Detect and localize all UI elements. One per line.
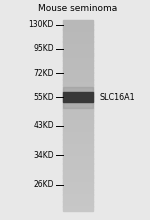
- Bar: [63, 199, 93, 202]
- Bar: [63, 154, 93, 156]
- Bar: [63, 194, 93, 197]
- Bar: [63, 113, 93, 116]
- Bar: [63, 20, 93, 22]
- Bar: [63, 180, 93, 183]
- Bar: [63, 209, 93, 211]
- Bar: [63, 170, 93, 173]
- Bar: [63, 185, 93, 187]
- Bar: [63, 146, 93, 149]
- Bar: [63, 204, 93, 207]
- Bar: [63, 22, 93, 25]
- Bar: [63, 91, 93, 94]
- Bar: [63, 139, 93, 142]
- Bar: [63, 75, 93, 77]
- Bar: [63, 192, 93, 195]
- Bar: [63, 79, 93, 82]
- Bar: [63, 175, 93, 178]
- Bar: [63, 151, 93, 154]
- Bar: [63, 178, 93, 180]
- Bar: [63, 127, 93, 130]
- Bar: [63, 87, 93, 108]
- Bar: [63, 156, 93, 159]
- Text: 26KD: 26KD: [33, 180, 54, 189]
- Bar: [63, 206, 93, 209]
- Bar: [63, 99, 93, 101]
- Bar: [63, 39, 93, 42]
- Bar: [63, 84, 93, 87]
- Bar: [63, 36, 93, 39]
- Text: 55KD: 55KD: [33, 93, 54, 102]
- Bar: [63, 41, 93, 44]
- Text: 95KD: 95KD: [33, 44, 54, 53]
- Bar: [63, 106, 93, 108]
- Bar: [63, 158, 93, 161]
- Bar: [63, 89, 93, 92]
- Bar: [63, 29, 93, 32]
- Bar: [63, 132, 93, 135]
- Bar: [63, 96, 93, 99]
- Bar: [63, 48, 93, 51]
- Bar: [63, 137, 93, 140]
- Bar: [63, 110, 93, 113]
- Bar: [63, 144, 93, 147]
- Bar: [63, 24, 93, 27]
- Text: SLC16A1: SLC16A1: [99, 93, 135, 102]
- Bar: [63, 65, 93, 68]
- Bar: [63, 27, 93, 29]
- Text: Mouse seminoma: Mouse seminoma: [38, 4, 118, 13]
- Bar: [63, 92, 93, 102]
- Bar: [63, 165, 93, 168]
- Bar: [63, 130, 93, 132]
- Bar: [63, 125, 93, 128]
- Bar: [63, 82, 93, 85]
- Bar: [63, 86, 93, 89]
- Bar: [63, 51, 93, 53]
- Bar: [63, 120, 93, 123]
- Bar: [63, 108, 93, 111]
- Bar: [63, 115, 93, 118]
- Bar: [63, 77, 93, 80]
- Bar: [63, 202, 93, 204]
- Text: 43KD: 43KD: [33, 121, 54, 130]
- Bar: [63, 118, 93, 121]
- Bar: [63, 55, 93, 58]
- Bar: [63, 197, 93, 200]
- Bar: [63, 173, 93, 176]
- Text: 34KD: 34KD: [33, 151, 54, 160]
- Bar: [63, 53, 93, 56]
- Bar: [63, 149, 93, 152]
- Bar: [63, 123, 93, 125]
- Bar: [63, 161, 93, 164]
- Bar: [63, 134, 93, 137]
- Bar: [63, 163, 93, 166]
- Bar: [63, 70, 93, 73]
- Bar: [63, 103, 93, 106]
- Bar: [63, 31, 93, 34]
- Bar: [63, 46, 93, 49]
- Bar: [63, 168, 93, 171]
- Bar: [63, 67, 93, 70]
- Bar: [63, 142, 93, 144]
- Bar: [63, 94, 93, 97]
- Bar: [63, 101, 93, 104]
- Text: 130KD: 130KD: [29, 20, 54, 29]
- Bar: [63, 34, 93, 37]
- Bar: [63, 182, 93, 185]
- Bar: [63, 72, 93, 75]
- Bar: [63, 58, 93, 61]
- Bar: [63, 63, 93, 66]
- Text: 72KD: 72KD: [33, 69, 54, 77]
- Bar: [63, 44, 93, 46]
- Bar: [63, 189, 93, 192]
- Bar: [63, 187, 93, 190]
- Bar: [63, 60, 93, 63]
